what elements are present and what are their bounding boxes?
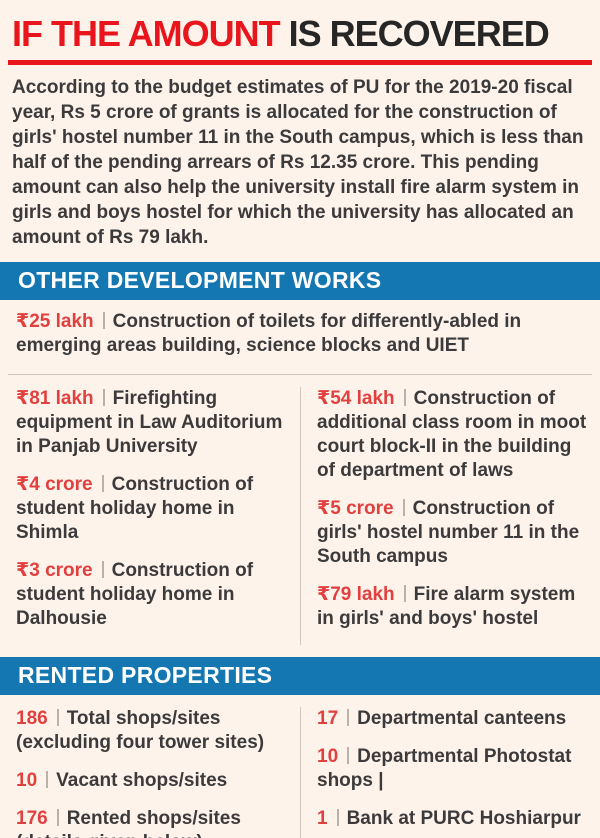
dev-item-amount: ₹3 crore [16,559,93,581]
divider-bar [403,388,406,406]
divider-bar [347,746,350,764]
divider-bar [102,311,105,329]
dev-column-left: ₹81 lakh Firefighting equipment in Law Au… [0,387,300,645]
dev-item: ₹81 lakh Firefighting equipment in Law Au… [16,387,288,459]
dev-item-amount: ₹81 lakh [16,387,94,409]
rented-item: 186 Total shops/sites (excluding four tow… [16,707,288,755]
divider-bar [102,388,105,406]
divider-bar [101,474,104,492]
dev-lead-text: Construction of toilets for differently-… [16,310,522,356]
rented-item-text: Rented shops/sites (details given below) [16,807,241,838]
divider-bar [56,808,59,826]
dev-item-text: Fire alarm system in girls' and boys' ho… [317,583,576,629]
rented-column-left: 186 Total shops/sites (excluding four tow… [0,707,300,838]
divider-bar [46,770,49,788]
rented-item: 1 Bank at PURC Hoshiarpur [317,807,588,831]
divider-bar [402,498,405,516]
divider-bar [336,808,339,826]
dev-item-amount: ₹5 crore [317,497,394,519]
dev-item-text: Firefighting equipment in Law Auditorium… [16,387,283,457]
dev-item-amount: ₹54 lakh [317,387,395,409]
rented-item-amount: 10 [16,769,38,791]
dev-item-text: Construction of girls' hostel number 11 … [317,497,580,567]
rented-item: 17 Departmental canteens [317,707,588,731]
divider-bar [403,584,406,602]
rented-item-amount: 17 [317,707,339,729]
horizontal-divider [8,373,592,375]
dev-item-text: Construction of student holiday home in … [16,473,254,543]
divider-bar [101,560,104,578]
section-header-rented: RENTED PROPERTIES [0,656,600,695]
rented-item-amount: 10 [317,745,339,767]
dev-columns: ₹81 lakh Firefighting equipment in Law Au… [0,375,600,645]
rented-item-amount: 186 [16,707,48,729]
rented-item-amount: 176 [16,807,48,829]
rented-item-text: Total shops/sites (excluding four tower … [16,707,265,753]
dev-item: ₹5 crore Construction of girls' hostel nu… [317,497,588,569]
headline-black-part: IS RECOVERED [279,13,550,54]
rented-item: 10 Vacant shops/sites [16,769,288,793]
headline-red-part: IF THE AMOUNT [12,13,281,54]
divider-bar [56,708,59,726]
dev-item: ₹4 crore Construction of student holiday … [16,473,288,545]
rented-item-text: Departmental canteens [357,707,567,729]
dev-lead-item: ₹25 lakh Construction of toilets for diff… [0,300,600,360]
rented-item: 10 Departmental Photostat shops | [317,745,588,793]
rented-column-right: 17 Departmental canteens 10 Departmental P… [300,706,600,838]
headline: IF THE AMOUNT IS RECOVERED [12,14,590,54]
dev-column-right: ₹54 lakh Construction of additional class… [300,386,600,645]
rented-item-amount: 1 [317,807,328,829]
dev-item: ₹54 lakh Construction of additional class… [317,387,588,483]
divider-bar [347,708,350,726]
intro-paragraph: According to the budget estimates of PU … [12,76,584,248]
rented-item-text: Vacant shops/sites [56,769,228,791]
dev-item-text: Construction of student holiday home in … [16,559,254,629]
rented-item-text: Bank at PURC Hoshiarpur [346,807,581,829]
headline-rule [8,59,592,65]
rented-columns: 186 Total shops/sites (excluding four tow… [0,695,600,838]
dev-item: ₹3 crore Construction of student holiday … [16,559,288,631]
dev-lead-amount: ₹25 lakh [16,310,94,332]
section-header-development: OTHER DEVELOPMENT WORKS [0,261,600,300]
dev-item: ₹79 lakh Fire alarm system in girls' and … [317,583,588,631]
rented-item-text: Departmental Photostat shops | [317,745,572,791]
dev-item-amount: ₹79 lakh [317,583,395,605]
dev-item-amount: ₹4 crore [16,473,93,495]
dev-item-text: Construction of additional class room in… [317,387,587,481]
